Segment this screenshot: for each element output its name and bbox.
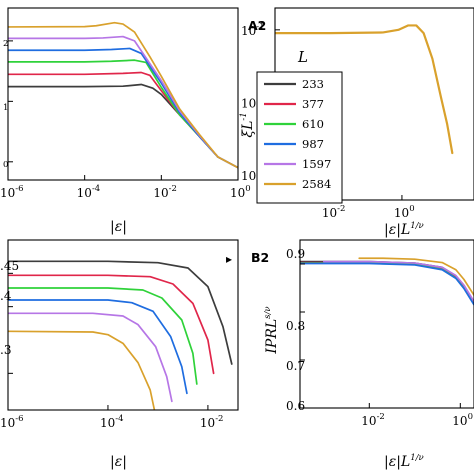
- a1-xtick-label: 10-6: [0, 184, 24, 200]
- a2-ytick-label: 10-1: [241, 22, 265, 38]
- b1-axes-frame: [7, 239, 239, 411]
- b1-series-610: [8, 287, 198, 385]
- b1-ytick-45: .45: [0, 259, 19, 273]
- a1-axes-frame: [7, 7, 239, 181]
- b1-xtick-label: 10-6: [0, 414, 24, 430]
- b1-series-233: [8, 260, 233, 365]
- a2-xtick-label: 100: [394, 204, 415, 220]
- b1-xtick-label: 10-4: [100, 414, 124, 430]
- b2-xtick-label: 100: [452, 412, 473, 428]
- b2-series-610: [300, 262, 474, 306]
- a2-xtick-label: 10-2: [322, 204, 346, 220]
- legend-title: L: [297, 48, 308, 66]
- panel-a1: 10-6 10-4 10-2 100: [0, 7, 251, 200]
- a1-xtick-label: 10-2: [153, 184, 177, 200]
- panel-b2: 10-2 100: [299, 239, 474, 428]
- b2-series-2584: [358, 257, 474, 297]
- b1-ytick-3: .3: [0, 343, 11, 357]
- a2-xlabel: |ε|L1/ν: [384, 221, 424, 238]
- b2-series-1597: [322, 260, 474, 303]
- a2-collapsed-curve: [275, 24, 454, 155]
- b2-ylabel: IPRLs/ν: [263, 306, 280, 354]
- b2-xlabel: |ε|L1/ν: [384, 453, 424, 470]
- a1-series-233: [8, 83, 238, 169]
- b1-xtick-label: 10-2: [200, 414, 224, 430]
- a1-series-987: [8, 47, 238, 169]
- a2-ylabel: ξL-1: [239, 112, 256, 137]
- panel-label-a2: A2: [248, 18, 266, 33]
- legend-entry-233: 233: [302, 77, 324, 91]
- b1-ytick-4: .4: [0, 289, 12, 303]
- b2-ytick-09: 0.9: [286, 247, 305, 261]
- b2-ytick-07: 0.7: [286, 359, 305, 373]
- b2-ytick-06: 0.6: [286, 399, 305, 413]
- a1-xtick-label: 100: [230, 184, 251, 200]
- legend: L 233 377 610 987 1597 2584: [256, 48, 343, 204]
- legend-entry-1597: 1597: [302, 157, 331, 171]
- b1-series-1597: [8, 312, 173, 403]
- b2-series-377: [300, 261, 474, 305]
- b1-series-2584: [8, 330, 156, 410]
- a1-ytick-exp-0: 0: [3, 160, 8, 170]
- b1-series-987: [8, 299, 188, 395]
- legend-entry-377: 377: [302, 97, 324, 111]
- b2-xtick-label: 10-2: [361, 412, 385, 428]
- b1-xlabel: |ε|: [110, 454, 127, 470]
- b1-series-377: [8, 274, 215, 375]
- a1-series-2584: [8, 21, 238, 169]
- panel-b1: 10-6 10-4 10-2: [0, 239, 239, 430]
- legend-entry-2584: 2584: [302, 177, 331, 191]
- panel-label-b2: B2: [251, 250, 269, 265]
- legend-box: [256, 71, 343, 204]
- a1-ytick-exp-2: 2: [3, 39, 8, 49]
- a1-series-610: [8, 59, 238, 169]
- b2-series-987: [300, 262, 474, 306]
- a1-xlabel: |ε|: [110, 219, 127, 235]
- a1-xtick-label: 10-4: [77, 184, 101, 200]
- a1-series-1597: [8, 35, 238, 169]
- legend-entry-987: 987: [302, 137, 324, 151]
- b2-ytick-08: 0.8: [286, 319, 305, 333]
- a1-ytick-exp-1: 1: [3, 103, 8, 113]
- legend-entry-610: 610: [302, 117, 324, 131]
- b2-axes-frame: [299, 239, 474, 409]
- panel-b1-corner-mark: ▸: [226, 252, 232, 266]
- b2-series-233: [300, 260, 474, 304]
